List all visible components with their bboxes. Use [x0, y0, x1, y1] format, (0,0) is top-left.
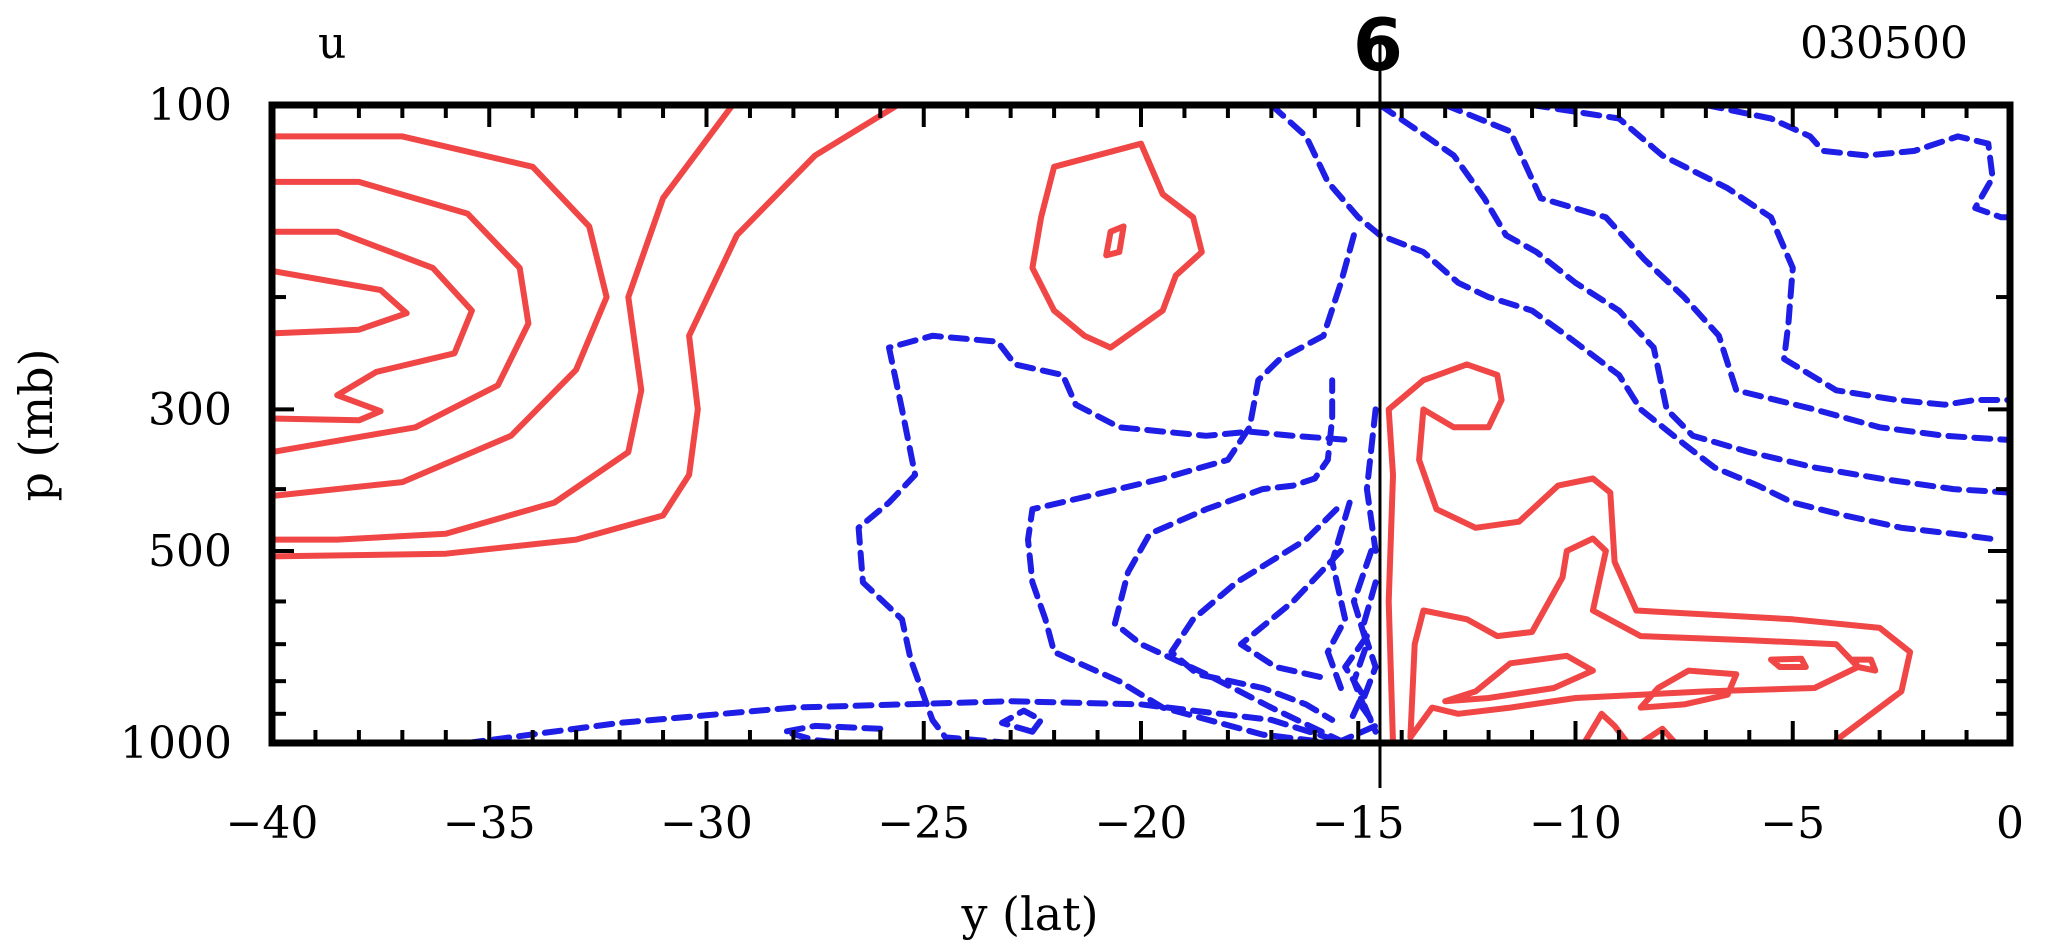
negative-contour-4: [1168, 506, 1340, 723]
y-axis-label: p (mb): [9, 348, 63, 501]
positive-contour-6: [1029, 140, 1205, 351]
x-axis-label: y (lat): [960, 887, 1098, 941]
positive-contour-12: [1768, 655, 1809, 670]
negative-contour-5: [1237, 547, 1344, 681]
negative-contour-0: [464, 698, 1353, 746]
positive-contour-9: [1407, 535, 1861, 741]
positive-contour-2: [269, 228, 475, 424]
positive-contour-14: [1581, 710, 1631, 746]
x-tick-label: −10: [1529, 798, 1622, 849]
positive-contour-10: [1442, 652, 1596, 705]
y-tick-label: 100: [148, 80, 232, 131]
negative-contour-17: [1702, 102, 2013, 221]
negative-contour-16: [1529, 102, 2013, 408]
y-tick-label: 500: [148, 526, 232, 577]
x-tick-label: −40: [226, 798, 319, 849]
negative-contour-18: [1363, 406, 1379, 554]
positive-contour-13: [1850, 656, 1879, 674]
positive-contour-7: [1103, 223, 1127, 259]
y-tick-label: 300: [148, 384, 232, 435]
positive-contour-1: [269, 178, 532, 456]
positive-contour-8: [1385, 361, 1914, 746]
negative-contour-15: [1442, 102, 2013, 443]
negative-contour-1: [855, 332, 1353, 746]
negative-contour-10: [1350, 547, 1375, 717]
y-tick-label: 1000: [120, 718, 232, 769]
x-tick-label: −25: [877, 798, 970, 849]
marker-label: 6: [1353, 3, 1403, 87]
date-label: 030500: [1800, 18, 1968, 69]
negative-contour-13: [1268, 102, 2000, 543]
x-tick-label: 0: [1996, 798, 2024, 849]
variable-label: u: [318, 18, 346, 69]
x-tick-label: −30: [660, 798, 753, 849]
positive-contour-15: [1637, 725, 1679, 746]
x-tick-label: −35: [443, 798, 536, 849]
positive-contour-3: [269, 267, 410, 337]
negative-contour-6: [999, 707, 1045, 735]
contour-lines: [269, 102, 2013, 746]
axis-tick-labels: −40 −35 −30 −25 −20 −15 −10 −5 0 100 300 500 1000: [120, 80, 2024, 849]
positive-contour-4: [269, 102, 901, 560]
negative-contour-2: [1025, 232, 1357, 746]
negative-contour-14: [1377, 102, 2013, 496]
x-tick-label: −15: [1312, 798, 1405, 849]
plot-frame: [268, 101, 2014, 747]
positive-contour-11: [1637, 667, 1740, 711]
positive-contour-5: [269, 102, 736, 543]
x-tick-label: −20: [1095, 798, 1188, 849]
negative-contour-12: [1333, 704, 1379, 746]
positive-contour-0: [269, 133, 610, 499]
negative-contour-8: [1324, 499, 1353, 691]
x-tick-label: −5: [1760, 798, 1825, 849]
